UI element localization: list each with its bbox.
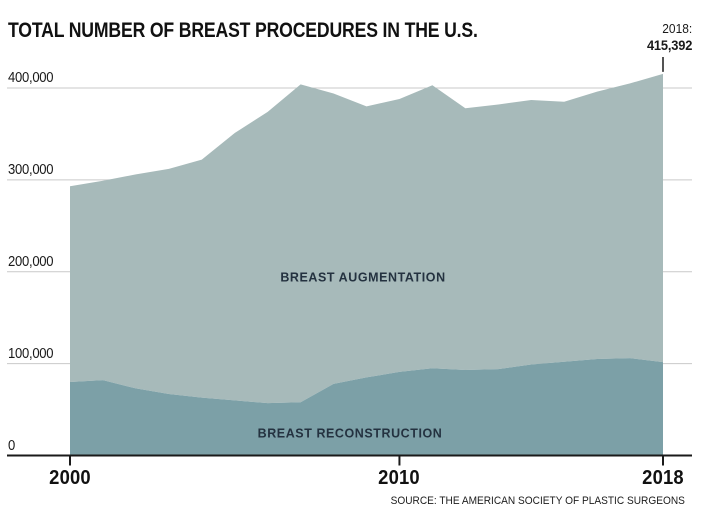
peak-annotation: 2018: 415,392 (647, 21, 692, 53)
source-credit: SOURCE: THE AMERICAN SOCIETY OF PLASTIC … (390, 495, 685, 507)
reconstruction-area (70, 358, 663, 456)
peak-annotation-value: 415,392 (646, 37, 692, 53)
augmentation-area (70, 73, 663, 404)
y-axis-tick-0: 0 (8, 438, 15, 454)
y-axis-tick-100k: 100,000 (8, 346, 54, 362)
reconstruction-series-label: BREAST RECONSTRUCTION (257, 425, 443, 441)
augmentation-series-label: BREAST AUGMENTATION (280, 269, 446, 285)
x-axis-tick-2000: 2000 (49, 467, 91, 489)
y-axis-tick-400k: 400,000 (8, 70, 54, 86)
y-axis-tick-300k: 300,000 (8, 162, 54, 178)
chart-title: TOTAL NUMBER OF BREAST PROCEDURES IN THE… (8, 19, 478, 42)
peak-annotation-year: 2018: (662, 21, 692, 36)
x-axis-tick-2018: 2018 (642, 467, 684, 489)
x-axis-tick-2010: 2010 (378, 467, 420, 489)
y-axis-tick-200k: 200,000 (8, 254, 54, 270)
